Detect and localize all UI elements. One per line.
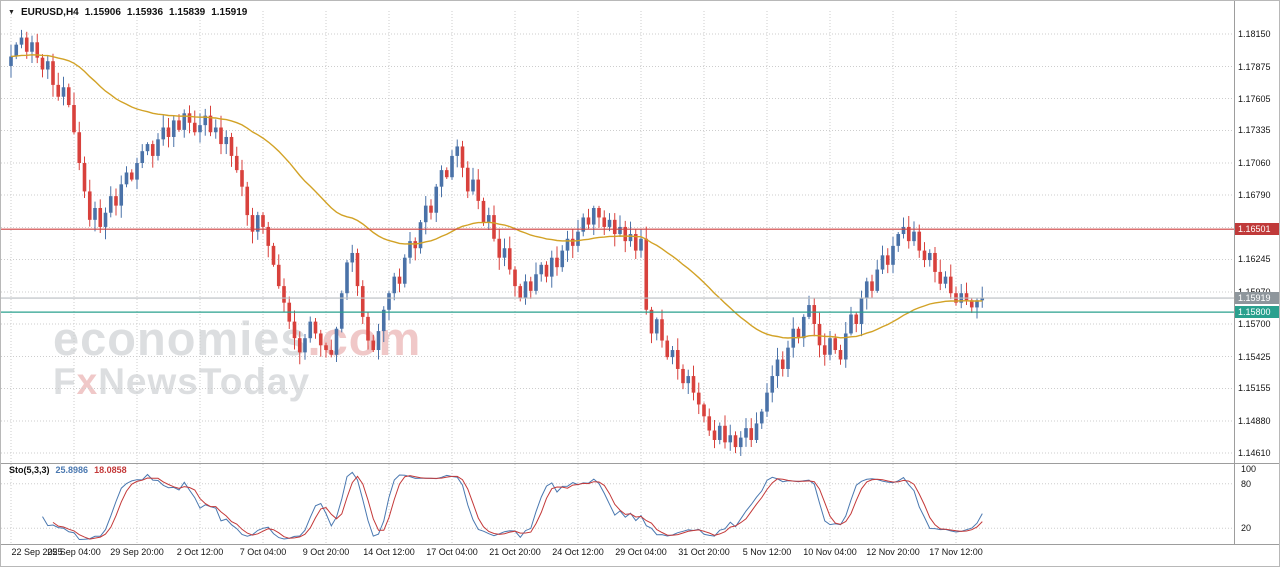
watermark-brand: economies bbox=[53, 312, 308, 365]
time-axis-label: 21 Oct 20:00 bbox=[489, 547, 541, 557]
price-axis-label: 1.17335 bbox=[1238, 125, 1271, 136]
moving-average-line bbox=[10, 54, 983, 339]
price-axis-label: 1.14610 bbox=[1238, 448, 1271, 458]
watermark-line2-rest: NewsToday bbox=[98, 360, 311, 402]
stochastic-main-line bbox=[42, 471, 983, 541]
time-axis-label: 17 Oct 04:00 bbox=[426, 547, 478, 557]
bar-open-value: 1.15906 bbox=[84, 7, 121, 18]
stoch-axis-label: 80 bbox=[1241, 478, 1252, 489]
price-axis-label: 1.17060 bbox=[1238, 158, 1271, 168]
time-axis-label: 7 Oct 04:00 bbox=[239, 547, 287, 557]
stoch-axis-label: 100 bbox=[1241, 464, 1257, 474]
time-axis-label: 17 Nov 12:00 bbox=[929, 547, 983, 557]
time-axis-label: 14 Oct 12:00 bbox=[363, 547, 415, 557]
price-axis-label: 1.15700 bbox=[1238, 318, 1271, 329]
stochastic-main-value: 25.8986 bbox=[55, 465, 89, 475]
time-axis-label: 9 Oct 20:00 bbox=[302, 547, 350, 557]
watermark-line2: FxNewsToday bbox=[53, 363, 421, 401]
time-axis-label: 24 Oct 12:00 bbox=[552, 547, 604, 557]
price-axis-label: 1.15425 bbox=[1238, 351, 1271, 362]
watermark-line2-f: F bbox=[53, 360, 77, 402]
time-axis-label: 29 Sep 20:00 bbox=[110, 547, 164, 557]
chart-info-bar: ▼ EURUSD,H4 1.15906 1.15936 1.15839 1.15… bbox=[8, 7, 247, 18]
candles-group bbox=[9, 29, 985, 456]
time-axis-label: 31 Oct 20:00 bbox=[678, 547, 730, 557]
watermark: economies.com FxNewsToday bbox=[53, 315, 421, 401]
price-badge-current: 1.15919 bbox=[1235, 292, 1279, 305]
pane-separator[interactable] bbox=[1, 463, 1279, 464]
stochastic-name: Sto(5,3,3) bbox=[9, 465, 50, 475]
bar-high-value: 1.15936 bbox=[126, 7, 164, 18]
price-axis-label: 1.14880 bbox=[1238, 416, 1271, 427]
symbol-dropdown-icon[interactable]: ▼ bbox=[8, 9, 15, 16]
time-axis-separator bbox=[1, 544, 1279, 545]
price-axis-label: 1.16245 bbox=[1238, 254, 1271, 265]
price-axis-label: 1.16790 bbox=[1238, 189, 1271, 200]
price-axis-label: 1.15970 bbox=[1238, 287, 1271, 297]
bar-close-value: 1.15919 bbox=[211, 7, 248, 18]
time-axis-label: 22 Sep 2025 bbox=[11, 547, 63, 557]
price-axis-label: 1.17875 bbox=[1238, 61, 1271, 72]
watermark-line1: economies.com bbox=[53, 315, 421, 363]
price-axis-label: 1.17605 bbox=[1238, 93, 1271, 104]
symbol-label: EURUSD,H4 bbox=[20, 7, 79, 18]
time-axis-label: 10 Nov 04:00 bbox=[803, 547, 857, 557]
price-badge-support: 1.15800 bbox=[1235, 306, 1279, 319]
time-axis-label: 25 Sep 04:00 bbox=[47, 547, 101, 557]
watermark-line2-x: x bbox=[76, 360, 99, 402]
stochastic-signal-line bbox=[52, 475, 983, 540]
price-axis-label: 1.18150 bbox=[1238, 29, 1271, 39]
plot-area bbox=[1, 11, 1234, 543]
time-axis-label: 29 Oct 04:00 bbox=[615, 547, 667, 557]
price-axis-label: 1.15155 bbox=[1238, 383, 1271, 394]
bar-low-value: 1.15839 bbox=[169, 7, 206, 18]
stochastic-signal-value: 18.0858 bbox=[94, 465, 127, 475]
stochastic-label: Sto(5,3,3) 25.8986 18.0858 bbox=[9, 465, 127, 475]
time-axis-label: 2 Oct 12:00 bbox=[176, 547, 224, 557]
time-axis-label: 12 Nov 20:00 bbox=[866, 547, 920, 557]
price-axis-separator bbox=[1234, 1, 1235, 544]
price-badge-resistance: 1.16501 bbox=[1235, 223, 1279, 236]
time-axis-label: 5 Nov 12:00 bbox=[742, 547, 792, 557]
stoch-axis-label: 20 bbox=[1241, 523, 1252, 534]
